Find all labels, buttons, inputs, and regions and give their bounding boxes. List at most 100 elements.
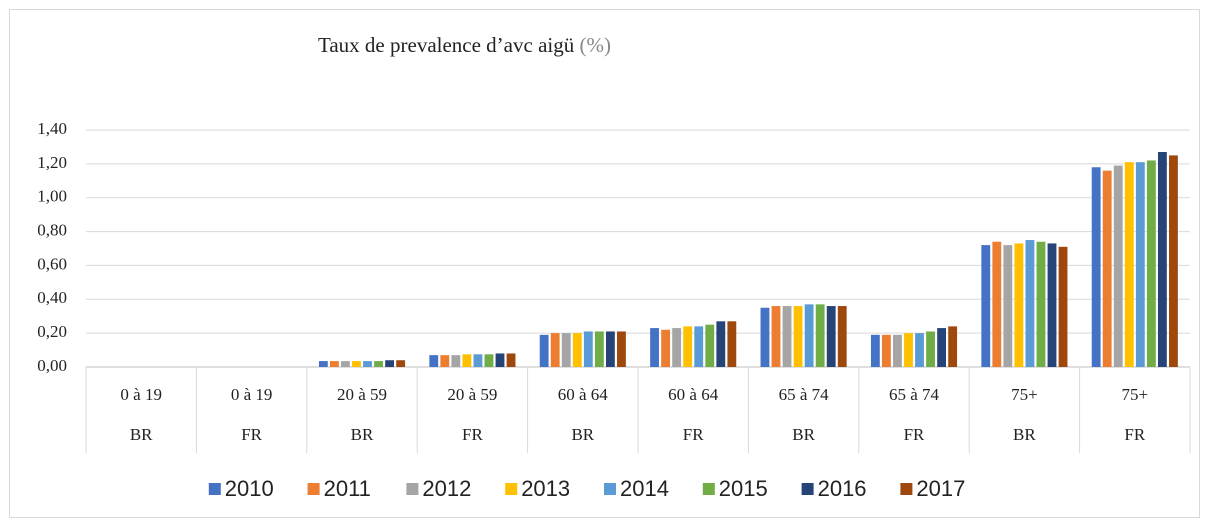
x-tick-label: 60 à 64	[558, 385, 609, 404]
legend-swatch	[208, 483, 221, 495]
bar	[837, 306, 847, 367]
bar	[374, 361, 383, 367]
bar	[1113, 165, 1123, 367]
bar	[1169, 155, 1178, 367]
x-tick-label: 0 à 19	[231, 385, 273, 404]
bar	[815, 304, 825, 367]
x-group-label: FR	[683, 425, 704, 444]
x-group-label: BR	[792, 425, 815, 444]
bar	[583, 331, 593, 367]
y-tick-label: 1,40	[37, 119, 67, 138]
y-tick-label: 0,60	[37, 254, 67, 273]
bar	[352, 361, 361, 367]
bar	[318, 361, 328, 367]
bar	[1124, 162, 1134, 367]
bar	[1014, 243, 1024, 367]
bar	[793, 306, 803, 367]
y-tick-label: 0,40	[37, 288, 67, 307]
bar	[716, 321, 726, 367]
bar	[440, 355, 450, 367]
bar	[617, 331, 626, 367]
bar	[341, 361, 350, 367]
x-tick-label: 60 à 64	[668, 385, 719, 404]
bar	[385, 360, 395, 367]
x-group-label: FR	[904, 425, 925, 444]
bar	[396, 360, 406, 367]
x-tick-label: 20 à 59	[337, 385, 387, 404]
legend-swatch	[801, 483, 814, 495]
bar	[650, 328, 659, 367]
bar	[594, 331, 604, 367]
bar	[329, 361, 339, 367]
bar	[1036, 241, 1046, 367]
y-tick-label: 1,20	[37, 153, 67, 172]
bar	[1157, 152, 1167, 367]
bar	[981, 245, 991, 367]
legend-swatch	[406, 483, 419, 495]
bar	[782, 306, 792, 367]
bar	[870, 334, 880, 367]
bar	[1025, 240, 1035, 367]
title-text: Taux de prevalence d’avc aigü	[318, 33, 575, 57]
x-group-label: BR	[130, 425, 153, 444]
bar	[1102, 170, 1112, 367]
x-group-label: BR	[1013, 425, 1036, 444]
bar	[572, 333, 582, 367]
bar	[893, 334, 902, 367]
bar	[1091, 167, 1101, 367]
x-tick-label: 65 à 74	[889, 385, 940, 404]
bar	[915, 333, 924, 367]
bar	[561, 333, 571, 367]
bar	[926, 331, 935, 367]
bar	[506, 353, 516, 367]
legend-swatch	[307, 483, 320, 495]
bar	[881, 334, 891, 367]
legend-swatch	[505, 483, 518, 495]
x-tick-label: 0 à 19	[120, 385, 162, 404]
legend-label: 2013	[521, 476, 570, 501]
bar	[992, 241, 1002, 367]
bar	[1058, 246, 1068, 367]
bar	[727, 321, 737, 367]
bar	[937, 328, 947, 367]
x-group-label: BR	[571, 425, 594, 444]
legend-label: 2011	[324, 476, 371, 501]
bar	[804, 304, 814, 367]
bar	[473, 354, 483, 367]
bar	[451, 355, 461, 367]
y-tick-label: 1,00	[37, 187, 67, 206]
bar	[605, 331, 615, 367]
x-group-label: FR	[1124, 425, 1145, 444]
bar	[694, 326, 704, 367]
legend-label: 2010	[225, 476, 274, 501]
bar	[462, 354, 472, 367]
x-tick-label: 75+	[1122, 385, 1149, 404]
bar	[904, 333, 913, 367]
y-tick-label: 0,20	[37, 322, 67, 341]
legend-label: 2015	[719, 476, 768, 501]
bar	[1135, 162, 1145, 367]
bar	[661, 329, 671, 367]
bar	[705, 324, 715, 367]
bar	[771, 306, 781, 367]
bar	[363, 361, 372, 367]
bar	[550, 333, 560, 367]
bar	[429, 355, 439, 367]
y-tick-label: 0,80	[37, 220, 67, 239]
legend-swatch	[702, 483, 715, 495]
bar	[826, 306, 836, 367]
legend-swatch	[900, 483, 913, 495]
bar	[1003, 245, 1013, 367]
x-tick-label: 20 à 59	[447, 385, 497, 404]
bar	[683, 326, 693, 367]
legend-swatch	[604, 483, 616, 495]
title-unit: (%)	[579, 33, 610, 57]
legend-label: 2012	[422, 476, 471, 501]
bar	[484, 354, 494, 367]
bar	[1047, 243, 1057, 367]
x-tick-label: 65 à 74	[779, 385, 830, 404]
bar	[672, 328, 682, 367]
bar	[760, 307, 770, 367]
x-group-label: BR	[351, 425, 374, 444]
legend-label: 2016	[818, 476, 867, 501]
